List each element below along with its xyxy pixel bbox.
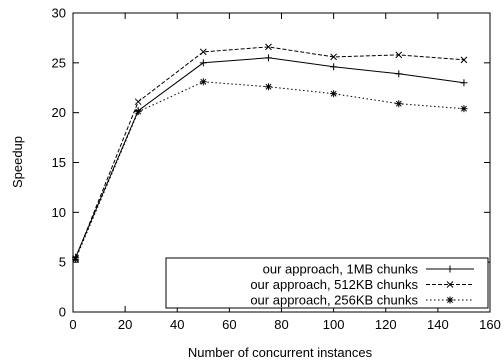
y-tick-label: 0	[59, 305, 66, 320]
legend-marker	[446, 265, 454, 273]
y-tick-label: 15	[52, 155, 66, 170]
x-tick-label: 0	[69, 317, 76, 332]
x-tick-label: 160	[479, 317, 501, 332]
legend-marker	[446, 296, 454, 304]
data-point	[199, 78, 207, 86]
data-point	[395, 100, 403, 108]
series-line	[75, 46, 464, 259]
x-tick-label: 60	[222, 317, 236, 332]
x-tick-label: 40	[170, 317, 184, 332]
series-3	[72, 78, 468, 263]
data-point	[265, 43, 272, 51]
y-axis: 0 5 10 15 20 25 30	[52, 6, 490, 320]
series-line	[75, 81, 464, 260]
x-tick-label: 120	[375, 317, 397, 332]
legend-label: our approach, 512KB chunks	[250, 277, 418, 292]
legend-label: our approach, 1MB chunks	[263, 262, 419, 277]
data-point	[330, 90, 338, 98]
legend-label: our approach, 256KB chunks	[250, 293, 418, 308]
data-point	[199, 59, 207, 67]
data-point	[199, 48, 207, 56]
y-tick-label: 10	[52, 205, 66, 220]
x-tick-label: 100	[323, 317, 345, 332]
x-tick-label: 80	[274, 317, 288, 332]
data-point	[264, 83, 272, 91]
data-point	[330, 53, 337, 61]
data-point	[460, 56, 468, 64]
data-point	[264, 54, 272, 62]
series-layer	[72, 43, 468, 263]
series-2	[72, 43, 468, 262]
data-point	[395, 70, 403, 78]
data-point	[134, 108, 142, 116]
y-tick-label: 5	[59, 255, 66, 270]
y-tick-label: 20	[52, 105, 66, 120]
x-tick-label: 20	[118, 317, 132, 332]
data-point	[72, 255, 80, 263]
data-point	[395, 51, 403, 59]
x-axis-title: Number of concurrent instances	[188, 345, 373, 360]
data-point	[460, 105, 468, 113]
data-point	[330, 63, 338, 71]
x-tick-label: 140	[427, 317, 449, 332]
y-axis-title: Speedup	[10, 136, 25, 188]
data-point	[460, 79, 468, 87]
legend-marker	[446, 281, 454, 288]
data-point	[134, 98, 142, 106]
y-tick-label: 30	[52, 6, 66, 21]
y-tick-label: 25	[52, 55, 66, 70]
